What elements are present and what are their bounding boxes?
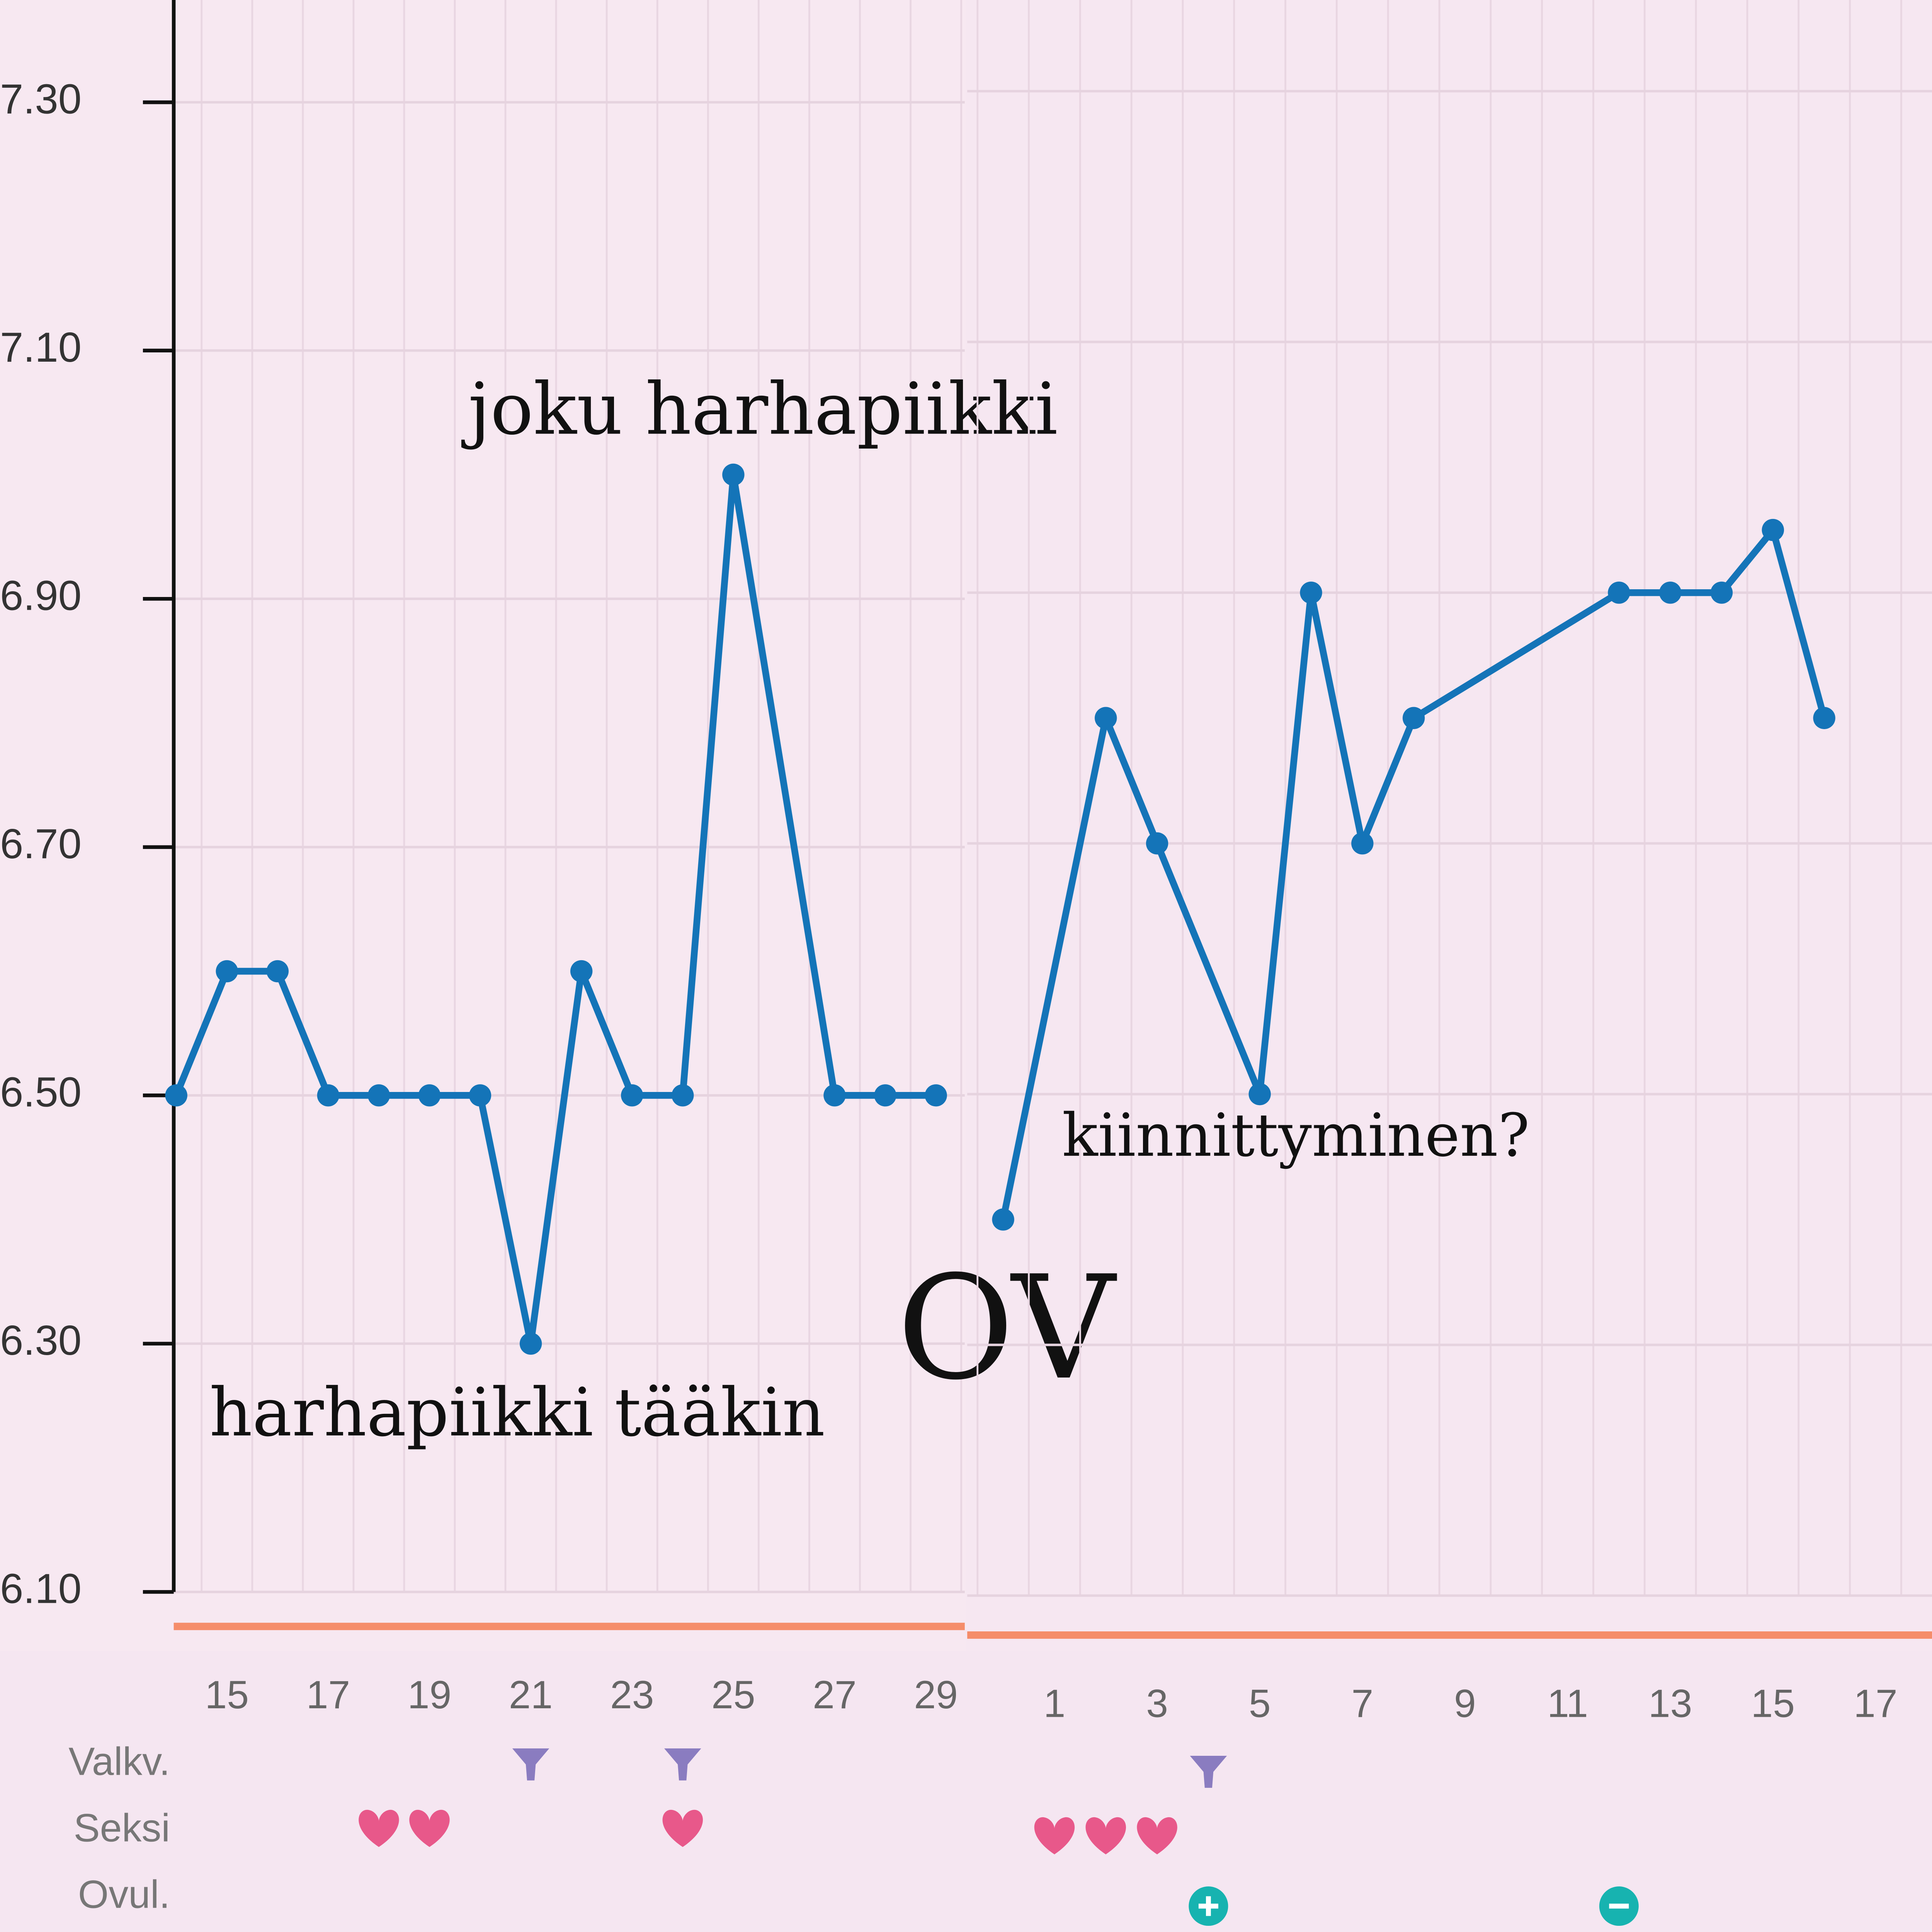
valkv-icon [512,1748,549,1781]
data-point [519,1332,542,1355]
data-point [925,1084,947,1107]
seksi-marker [359,1810,399,1847]
data-point [1659,582,1682,604]
data-point [1300,582,1322,604]
data-point [1095,707,1117,729]
data-point [570,960,593,983]
temperature-line [1000,526,1828,1220]
y-tick-label: 6.90 [0,572,82,619]
data-point [874,1084,896,1107]
x-tick-label: 17 [1854,1681,1898,1725]
valkv-icon [1190,1756,1227,1788]
data-point [216,960,238,983]
data-point [672,1084,694,1107]
x-tick-label: 7 [1351,1681,1373,1725]
row-label: Seksi [74,1806,170,1850]
heart-icon [1085,1817,1126,1855]
seksi-marker [662,1810,703,1847]
heart-icon [1137,1817,1177,1855]
data-point [165,1084,187,1107]
data-point [722,463,745,486]
data-point [1762,519,1784,541]
row-label: Valkv. [68,1739,170,1783]
y-tick-label: 7.30 [0,75,82,122]
x-tick-label: 3 [1146,1681,1168,1725]
seksi-marker [1085,1817,1126,1855]
data-point [823,1084,846,1107]
x-tick-label: 17 [306,1673,350,1717]
annotation: OV [897,1245,1119,1412]
data-point [1146,832,1168,855]
row-label: Ovul. [78,1872,170,1917]
valkv-icon [664,1748,701,1781]
valkv-marker [1190,1756,1227,1788]
x-tick-label: 1 [1044,1681,1066,1725]
data-point [992,1208,1014,1231]
x-tick-label: 5 [1249,1681,1271,1725]
left-panel [0,0,966,1651]
valkv-marker [512,1748,549,1781]
x-tick-label: 15 [1751,1681,1795,1725]
annotation: harhapiikki tääkin [209,1374,825,1451]
heart-icon [409,1810,450,1847]
x-tick-label: 15 [205,1673,249,1717]
data-point [621,1084,643,1107]
x-tick-label: 27 [813,1673,857,1717]
data-point [1402,707,1425,729]
data-point [1813,707,1835,729]
right-panel [966,0,1932,1651]
x-tick-label: 19 [408,1673,452,1717]
seksi-marker [1137,1817,1177,1855]
heart-icon [359,1810,399,1847]
data-point [469,1084,492,1107]
ovul_neg-marker [1599,1886,1639,1926]
heart-icon [662,1810,703,1847]
ovul_pos-marker [1189,1886,1228,1926]
valkv-marker [664,1748,701,1781]
x-tick-label: 11 [1547,1681,1588,1725]
data-point [1248,1083,1271,1105]
x-tick-label: 29 [914,1673,958,1717]
data-point [367,1084,390,1107]
seksi-marker [409,1810,450,1847]
data-point [1710,582,1733,604]
data-point [418,1084,441,1107]
heart-icon [1034,1817,1075,1855]
plus-sign [1198,1896,1218,1916]
data-point [1608,582,1630,604]
y-tick-label: 6.70 [0,820,82,867]
x-tick-label: 21 [509,1673,553,1717]
annotation: kiinnittyminen? [1062,1101,1530,1170]
y-tick-label: 7.10 [0,324,82,371]
y-tick-label: 6.50 [0,1068,82,1115]
x-tick-label: 9 [1454,1681,1476,1725]
data-point [317,1084,340,1107]
data-point [266,960,289,983]
data-point [1351,832,1374,855]
seksi-marker [1034,1817,1075,1855]
y-tick-label: 6.10 [0,1565,82,1612]
x-tick-label: 25 [711,1673,755,1717]
x-tick-label: 23 [610,1673,654,1717]
y-tick-label: 6.30 [0,1317,82,1364]
annotation: joku harhapiikki [461,367,1058,451]
x-tick-label: 13 [1648,1681,1692,1725]
